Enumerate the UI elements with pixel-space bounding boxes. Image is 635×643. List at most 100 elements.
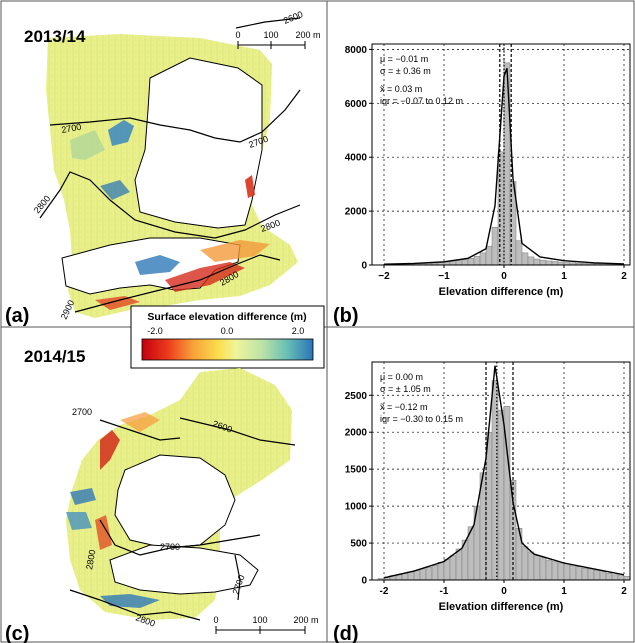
chart-b-bar-27 [539, 259, 547, 266]
chart-d-bar-34 [581, 567, 589, 581]
contour-label-a2: 2700 [61, 122, 82, 135]
contour-line-a2 [49, 89, 301, 143]
scalebar-a-tick-0: 0 [235, 30, 240, 40]
map-a: 2600 2700 2700 2800 2800 2900 2800 2013/… [5, 9, 321, 327]
chart-b-bar-24 [521, 252, 529, 266]
chart-d-bar-12 [449, 555, 457, 581]
chart-b-bar-20 [497, 151, 505, 266]
chart-b-bar-13 [455, 260, 463, 266]
chart-b-bar-26 [533, 258, 541, 266]
chart-b-ytick-label-2: 4000 [345, 153, 368, 164]
chart-b-fit-curve [383, 68, 625, 265]
map-c: 2700 2600 2700 2800 2700 2800 2014/15 (c… [5, 347, 319, 643]
chart-d-bar-7 [419, 568, 427, 581]
chart-d-ytick-label-1: 500 [350, 539, 367, 550]
panel-label-b: (b) [333, 305, 359, 327]
chart-d-stat-0: μ = 0.00 m [380, 372, 423, 382]
chart-d-ytick-label-4: 2000 [345, 428, 368, 439]
chart-d-bar-8 [425, 567, 433, 581]
chart-b-xtick-label-3: 1 [561, 271, 567, 282]
chart-d-bar-38 [605, 573, 613, 581]
chart-d-bar-35 [587, 568, 595, 581]
blue-patch-c2 [66, 512, 92, 530]
chart-b-stat-1: σ = ± 0.36 m [380, 66, 431, 76]
chart-b-bar-21 [503, 62, 511, 266]
chart-d-stat-3: iqr = −0.30 to 0.15 m [380, 414, 463, 424]
chart-d-bar-32 [569, 564, 577, 581]
colorbar-tick-1: 0.0 [221, 326, 234, 336]
chart-d-xtick-label-3: 1 [561, 586, 567, 597]
chart-d-ytick-label-5: 2500 [345, 391, 368, 402]
chart-d-bar-40 [617, 575, 625, 581]
chart-b-xtick-label-1: −1 [438, 271, 450, 282]
contour-label-c1: 2700 [72, 407, 92, 417]
chart-b-axes-frame [371, 43, 631, 266]
panel-d-frame [326, 326, 635, 643]
chart-d-bar-39 [611, 574, 619, 581]
chart-d-bar-6 [413, 570, 421, 581]
chart-b-x-axis-label: Elevation difference (m) [439, 286, 564, 298]
chart-b-stat-0: μ = −0.01 m [380, 54, 428, 64]
chart-d-bar-28 [545, 559, 553, 581]
red-patch-a3 [245, 175, 255, 198]
chart-d-bar-26 [533, 555, 541, 581]
chart-d-x-axis-label: Elevation difference (m) [439, 601, 564, 613]
orange-patch-c1 [120, 412, 160, 432]
colorbar-tick-0: -2.0 [147, 326, 163, 336]
scalebar-a: 0 100 200 m [235, 30, 321, 49]
chart-d-bar-11 [443, 559, 451, 581]
green-patch-a1 [70, 130, 105, 160]
chart-b-xtick-label-2: 0 [501, 271, 507, 282]
chart-b-bar-28 [545, 260, 553, 266]
contour-line-c1 [99, 419, 181, 441]
chart-d-bar-27 [539, 557, 547, 581]
chart-d-bar-37 [599, 571, 607, 581]
chart-b-ytick-label-3: 6000 [345, 99, 368, 110]
scalebar-a-tick-2: 200 m [295, 30, 320, 40]
contour-label-a5: 2800 [259, 218, 281, 234]
colorbar-tick-2: 2.0 [292, 326, 305, 336]
histogram-d: -2 -1 0 1 2 0 500 1000 1500 2000 2500 Elevation dif… [345, 361, 631, 613]
chart-d-xtick-label-1: -1 [440, 586, 449, 597]
contour-line-c5 [234, 554, 241, 601]
chart-d-bar-19 [491, 380, 499, 581]
scalebar-c-tick-1: 100 [252, 615, 267, 625]
blue-patch-c3 [100, 594, 160, 608]
scalebar-c: 0 100 200 m [213, 615, 319, 634]
chart-d-bar-25 [527, 551, 535, 581]
blue-patch-c1 [70, 488, 96, 505]
colorbar-gradient [141, 338, 314, 361]
ice-free-area-c1 [114, 454, 236, 549]
chart-d-bar-20 [497, 409, 505, 581]
contour-label-a1: 2600 [282, 9, 304, 26]
chart-b-bar-25 [527, 256, 535, 266]
scalebar-c-tick-0: 0 [213, 615, 218, 625]
chart-d-fit-curve [383, 365, 625, 579]
chart-d-bar-4 [401, 573, 409, 581]
chart-d-bar-36 [593, 570, 601, 581]
chart-b-ytick-label-0: 0 [361, 261, 367, 272]
chart-d-xtick-label-4: 2 [621, 586, 627, 597]
chart-b-bar-16 [473, 256, 481, 266]
chart-b-bar-15 [467, 258, 475, 266]
orange-patch-a1 [200, 240, 270, 262]
scalebar-c-tick-2: 200 m [293, 615, 318, 625]
chart-b-bar-12 [449, 261, 457, 266]
chart-b-bar-18 [485, 245, 493, 266]
chart-d-bar-9 [431, 564, 439, 581]
chart-b-xtick-label-4: 2 [621, 271, 627, 282]
blue-patch-a3 [135, 255, 180, 275]
chart-d-bar-13 [455, 548, 463, 581]
chart-d-ytick-label-2: 1000 [345, 502, 368, 513]
map-a-title: 2013/14 [24, 27, 86, 46]
chart-b-bar-17 [479, 252, 487, 266]
scalebar-a-tick-1: 100 [263, 30, 278, 40]
contour-label-a6: 2900 [59, 298, 77, 320]
colorbar-title: Surface elevation difference (m) [147, 311, 306, 323]
contour-line-c3 [99, 519, 261, 556]
chart-d-bar-29 [551, 561, 559, 581]
panel-label-d: (d) [333, 623, 359, 643]
contour-line-a3 [39, 171, 301, 239]
contour-line-c4 [69, 589, 201, 621]
chart-d-xtick-label-2: 0 [501, 586, 507, 597]
